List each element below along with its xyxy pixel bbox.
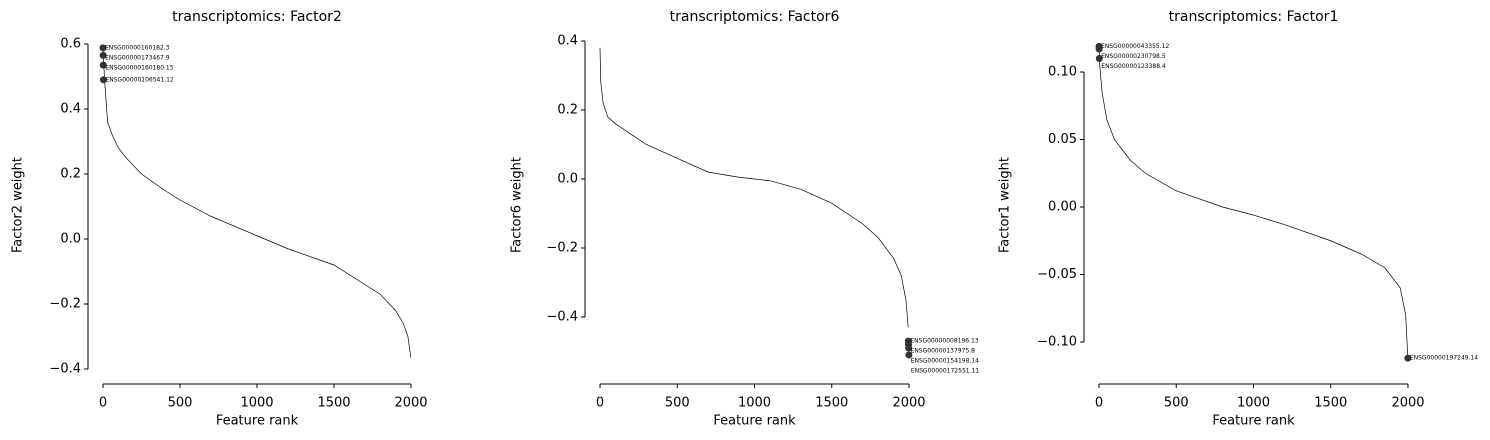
y-tick-label: −0.2 xyxy=(49,297,81,312)
feature-label: ENSG00000123388.4 xyxy=(1101,63,1166,70)
x-axis-label: Feature rank xyxy=(216,414,299,429)
feature-label: ENSG00000197249.14 xyxy=(1410,355,1478,362)
x-axis-label: Feature rank xyxy=(713,414,796,429)
x-axis-label: Feature rank xyxy=(1212,414,1295,429)
x-tick-label: 500 xyxy=(168,396,193,411)
weight-line xyxy=(599,47,909,328)
x-tick-label: 1000 xyxy=(240,396,273,411)
feature-point xyxy=(1404,354,1412,362)
feature-label: ENSG00000173467.9 xyxy=(105,54,170,61)
x-tick-label: 0 xyxy=(596,396,604,411)
y-tick-label: 0.05 xyxy=(1048,132,1077,147)
y-tick-label: −0.2 xyxy=(546,241,578,256)
subplot: transcriptomics: Factor2 Feature rank Fact… xyxy=(11,9,428,429)
feature-label: ENSG00000137975.8 xyxy=(911,348,976,355)
feature-point xyxy=(1095,45,1103,53)
x-tick-label: 1500 xyxy=(815,396,848,411)
x-tick-label: 1000 xyxy=(738,396,771,411)
y-tick-label: 0.00 xyxy=(1048,200,1077,215)
y-tick-label: 0.4 xyxy=(60,102,81,117)
x-tick-label: 1500 xyxy=(317,396,350,411)
y-tick-label: 0.0 xyxy=(60,232,81,247)
subplot: transcriptomics: Factor1 Feature rank Fact… xyxy=(998,9,1479,429)
y-tick-label: 0.6 xyxy=(60,37,81,52)
y-tick-label: 0.0 xyxy=(557,172,578,187)
feature-label: ENSG00000154198.14 xyxy=(911,358,979,365)
feature-point xyxy=(1095,55,1103,62)
feature-point xyxy=(99,61,107,69)
x-tick-label: 0 xyxy=(1095,396,1103,411)
x-tick-label: 500 xyxy=(665,396,690,411)
y-tick-label: −0.4 xyxy=(546,310,578,325)
y-tick-label: −0.10 xyxy=(1037,335,1077,350)
y-axis-label: Factor1 weight xyxy=(998,157,1013,253)
feature-label: ENSG00000008196.13 xyxy=(910,338,978,345)
y-axis-label: Factor2 weight xyxy=(11,157,26,253)
y-axis-label: Factor6 weight xyxy=(510,157,525,253)
x-tick-label: 2000 xyxy=(394,396,427,411)
x-tick-label: 2000 xyxy=(892,396,925,411)
feature-point xyxy=(905,351,913,359)
feature-point xyxy=(99,51,107,59)
subplot-title: transcriptomics: Factor6 xyxy=(670,9,840,25)
feature-label: ENSG00000160180.15 xyxy=(105,64,173,71)
subplot: transcriptomics: Factor6 Feature rank Fact… xyxy=(510,9,980,429)
x-tick-label: 0 xyxy=(99,396,107,411)
y-tick-label: 0.2 xyxy=(557,103,578,118)
feature-point xyxy=(99,44,107,52)
feature-point xyxy=(905,344,913,352)
subplot-title: transcriptomics: Factor1 xyxy=(1169,9,1339,25)
weight-line xyxy=(102,47,412,358)
y-tick-label: −0.05 xyxy=(1037,267,1077,282)
feature-label: ENSG00000106541.12 xyxy=(105,76,173,83)
feature-label: ENSG00000043355.12 xyxy=(1101,43,1169,50)
x-tick-label: 1000 xyxy=(1237,396,1270,411)
y-tick-label: −0.4 xyxy=(49,362,81,377)
subplot-title: transcriptomics: Factor2 xyxy=(172,9,342,25)
feature-label: ENSG00000160182.3 xyxy=(105,44,170,51)
x-tick-label: 2000 xyxy=(1391,396,1424,411)
feature-point xyxy=(99,76,107,84)
y-tick-label: 0.4 xyxy=(557,34,578,49)
x-tick-label: 1500 xyxy=(1314,396,1347,411)
y-tick-label: 0.10 xyxy=(1048,65,1077,80)
weight-line xyxy=(1098,46,1409,359)
feature-label: ENSG00000172551.11 xyxy=(911,368,979,375)
x-tick-label: 500 xyxy=(1164,396,1189,411)
y-tick-label: 0.2 xyxy=(60,167,81,182)
feature-label: ENSG00000230798.5 xyxy=(1101,53,1166,60)
